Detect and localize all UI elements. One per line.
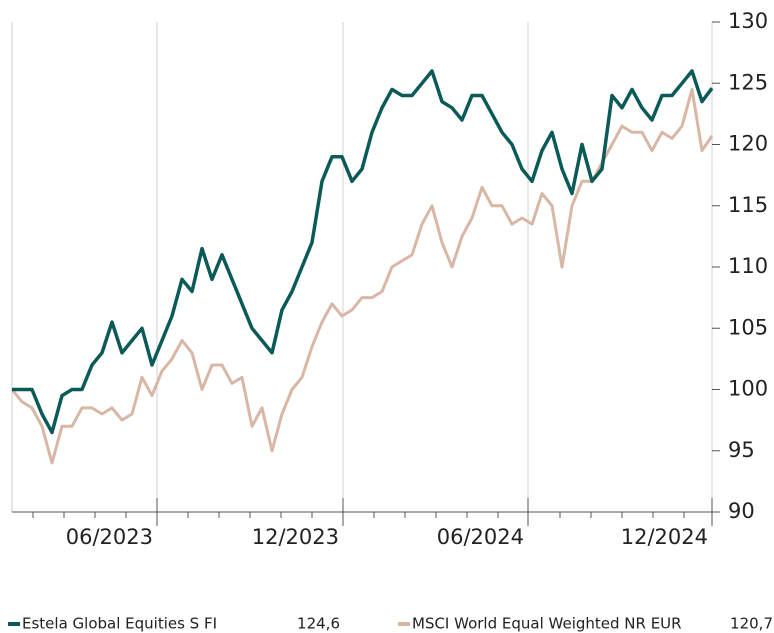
- y-tick-label: 115: [728, 193, 768, 217]
- y-tick-label: 110: [728, 254, 768, 278]
- x-tick-label: 06/2024: [437, 525, 524, 549]
- legend-label: Estela Global Equities S FI: [22, 615, 217, 633]
- x-tick-label: 12/2024: [621, 525, 708, 549]
- y-tick-label: 95: [728, 438, 755, 462]
- legend-label: MSCI World Equal Weighted NR EUR: [412, 615, 682, 633]
- x-tick-label: 12/2023: [252, 525, 339, 549]
- series-line: [12, 69, 714, 435]
- y-tick-label: 90: [728, 499, 755, 523]
- series-line: [10, 87, 714, 465]
- legend-value: 124,6: [297, 615, 340, 633]
- legend-value: 120,7: [730, 615, 773, 633]
- y-tick-label: 105: [728, 315, 768, 339]
- y-tick-label: 125: [728, 70, 768, 94]
- y-tick-label: 120: [728, 132, 768, 156]
- x-tick-label: 06/2023: [66, 525, 153, 549]
- y-tick-label: 100: [728, 377, 768, 401]
- y-tick-label: 130: [728, 9, 768, 33]
